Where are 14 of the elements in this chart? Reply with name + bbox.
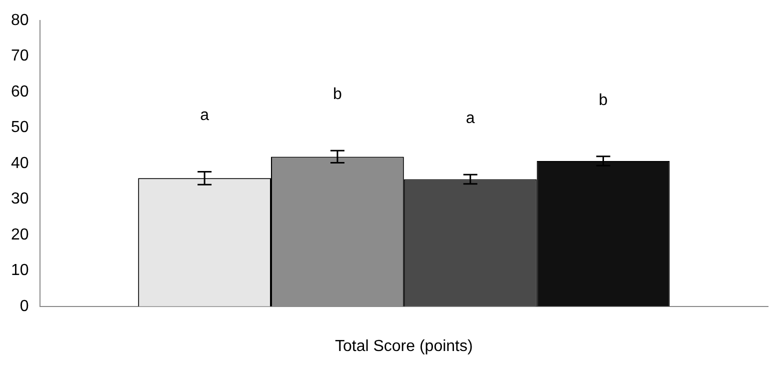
y-tick-label: 10	[11, 262, 29, 280]
y-tick-label: 70	[11, 48, 29, 65]
y-tick-label: 30	[11, 190, 29, 208]
x-axis-title: Total Score (points)	[334, 338, 473, 355]
y-tick-label: 40	[11, 154, 29, 172]
annotation: a	[466, 110, 475, 127]
y-tick-label: 0	[20, 298, 29, 315]
y-tick-label: 60	[11, 83, 29, 100]
y-tick-label: 80	[11, 12, 29, 30]
annotation: a	[200, 107, 210, 124]
annotation: b	[332, 86, 342, 104]
annotation: b	[598, 92, 608, 109]
y-tick-label: 50	[11, 119, 29, 136]
y-tick-label: 20	[11, 226, 29, 244]
